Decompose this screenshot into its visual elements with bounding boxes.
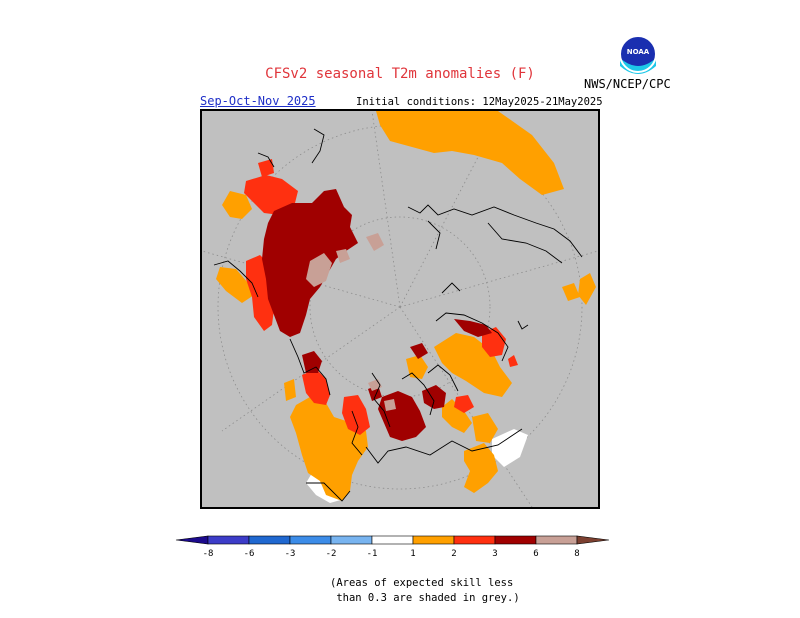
colorbar-swatch bbox=[371, 535, 414, 545]
colorbar-tick-label: -1 bbox=[367, 549, 378, 559]
colorbar-tick-label: -8 bbox=[203, 549, 214, 559]
colorbar-arrow-high bbox=[576, 535, 610, 545]
colorbar-swatch bbox=[535, 535, 578, 545]
colorbar-legend: -8 -6 -3 -2 -1 1 2 3 6 8 bbox=[170, 532, 630, 562]
colorbar-tick-label: 1 bbox=[410, 549, 415, 559]
colorbar-swatch bbox=[289, 535, 332, 545]
chart-title: CFSv2 seasonal T2m anomalies (F) bbox=[265, 66, 535, 82]
skill-note: (Areas of expected skill less than 0.3 a… bbox=[330, 576, 550, 606]
colorbar-swatch bbox=[248, 535, 291, 545]
colorbar-tick-label: -2 bbox=[326, 549, 337, 559]
initial-conditions-label: Initial conditions: 12May2025-21May2025 bbox=[356, 96, 603, 108]
colorbar-tick-label: 2 bbox=[451, 549, 456, 559]
skill-note-line2: than 0.3 are shaded in grey.) bbox=[330, 592, 520, 604]
colorbar-swatch bbox=[207, 535, 250, 545]
colorbar-tick-label: 3 bbox=[492, 549, 497, 559]
anomaly-2-to-3 bbox=[244, 159, 518, 435]
land-outlines bbox=[213, 128, 583, 502]
skill-note-line1: (Areas of expected skill less bbox=[330, 577, 514, 589]
colorbar-tick-label: -3 bbox=[285, 549, 296, 559]
colorbar-tick-label: 6 bbox=[533, 549, 538, 559]
season-label: Sep-Oct-Nov 2025 bbox=[200, 94, 316, 108]
noaa-logo: NOAA bbox=[612, 30, 664, 82]
anomaly-6-to-8 bbox=[306, 233, 396, 411]
colorbar-swatch bbox=[330, 535, 373, 545]
colorbar-tick-label: 8 bbox=[574, 549, 579, 559]
colorbar-swatch bbox=[494, 535, 537, 545]
anomaly-map bbox=[200, 109, 600, 509]
colorbar-swatch bbox=[453, 535, 496, 545]
colorbar-swatch bbox=[412, 535, 455, 545]
colorbar-tick-label: -6 bbox=[244, 549, 255, 559]
agency-label: NWS/NCEP/CPC bbox=[584, 77, 671, 91]
logo-text: NOAA bbox=[627, 48, 650, 56]
colorbar-arrow-low bbox=[175, 535, 209, 545]
